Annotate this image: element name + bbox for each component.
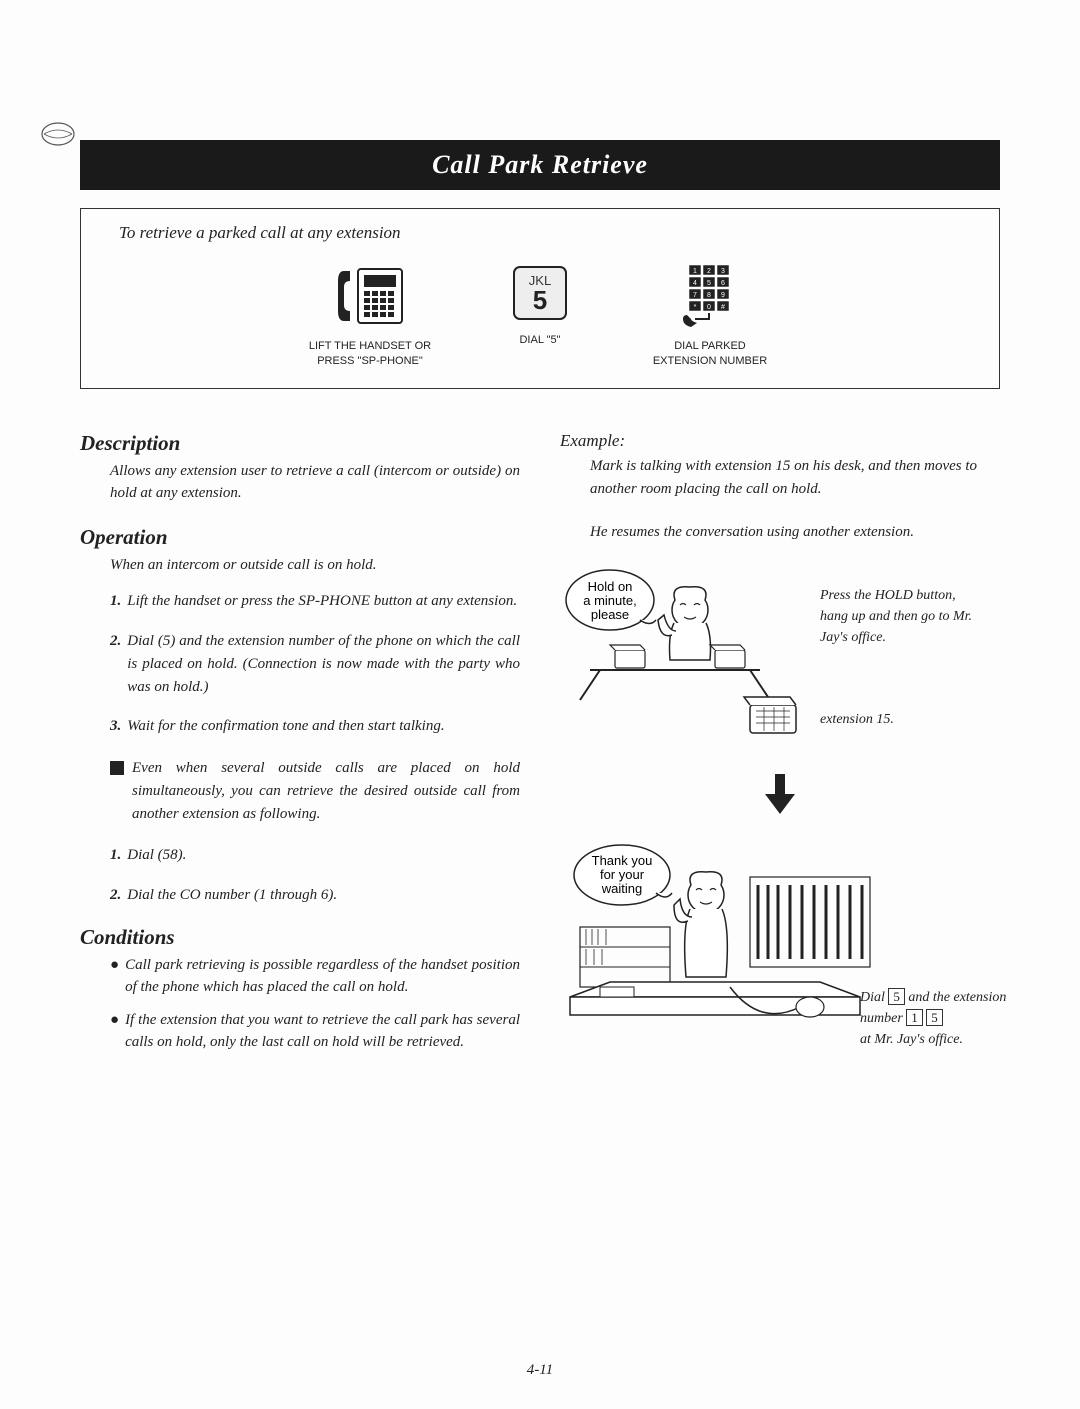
procedure-box: To retrieve a parked call at any extensi… [80,208,1000,389]
scene2-suffix: at Mr. Jay's office. [860,1032,963,1047]
svg-text:5: 5 [707,280,711,287]
operation-steps: 1. Lift the handset or press the SP-PHON… [110,590,520,738]
keycap-1: 1 [906,1009,923,1027]
operation-heading: Operation [80,525,520,550]
scene1-caption-1: Press the HOLD button, hang up and then … [820,585,980,648]
step-label-1: LIFT THE HANDSET OR PRESS "SP-PHONE" [305,339,435,370]
op-substep-1: 1. Dial (58). [110,844,520,867]
op-step-2: 2. Dial (5) and the extension number of … [110,630,520,700]
operation-note: Even when several outside calls are plac… [110,757,520,827]
example-body-1: Mark is talking with extension 15 on his… [590,455,1000,502]
svg-text:6: 6 [721,280,725,287]
op-step-num: 2. [110,884,121,907]
operation-substeps: 1. Dial (58). 2. Dial the CO number (1 t… [110,844,520,907]
scene2-prefix: Dial [860,990,888,1005]
scene1-speech-line1: Hold on [588,579,633,594]
dial-key-icon: JKL 5 [508,261,572,325]
scene1-speech-line3: please [591,607,629,622]
svg-text:2: 2 [707,268,711,275]
page-number: 4-11 [527,1362,553,1379]
bullet-icon: ● [110,1009,119,1054]
condition-item: ● If the extension that you want to retr… [110,1009,520,1054]
example-heading: Example: [560,431,1000,451]
op-substep-2: 2. Dial the CO number (1 through 6). [110,884,520,907]
svg-text:0: 0 [707,304,711,311]
step-dial-5: JKL 5 DIAL "5" [475,261,605,348]
operation-intro: When an intercom or outside call is on h… [110,554,520,577]
step-dial-ext: 1 2 3 4 5 6 7 8 9 * 0 # DIAL PARKED EXTENSION NU… [645,261,775,370]
op-step-1: 1. Lift the handset or press the SP-PHON… [110,590,520,613]
keypad-icon: 1 2 3 4 5 6 7 8 9 * 0 # [675,261,745,331]
svg-text:8: 8 [707,292,711,299]
condition-text: Call park retrieving is possible regardl… [125,954,520,999]
example-scene-2: Thank you for your waiting [560,837,1000,1052]
op-step-num: 3. [110,715,121,738]
conditions-heading: Conditions [80,925,520,950]
svg-text:*: * [694,304,697,311]
key-num: 5 [533,285,547,315]
note-icon [110,761,124,775]
page-title: Call Park Retrieve [432,150,648,179]
svg-text:3: 3 [721,268,725,275]
bullet-icon: ● [110,954,119,999]
op-step-text: Dial (58). [127,844,186,867]
procedure-steps-row: LIFT THE HANDSET OR PRESS "SP-PHONE" JKL… [99,261,981,370]
step-lift-handset: LIFT THE HANDSET OR PRESS "SP-PHONE" [305,261,435,370]
left-column: Description Allows any extension user to… [80,431,520,1064]
scene1-speech-line2: a minute, [583,593,636,608]
step-label-2: DIAL "5" [475,333,605,348]
op-step-text: Lift the handset or press the SP-PHONE b… [127,590,517,613]
op-step-text: Dial (5) and the extension number of the… [127,630,520,700]
arrow-down-icon [560,774,1000,819]
op-step-3: 3. Wait for the confirmation tone and th… [110,715,520,738]
description-body: Allows any extension user to retrieve a … [110,460,520,505]
phone-icon [330,261,410,331]
example-scene-1: Hold on a minute, please [560,565,1000,760]
example-body-2: He resumes the conversation using anothe… [590,521,1000,544]
description-heading: Description [80,431,520,456]
svg-text:for your: for your [600,867,645,882]
scene2-caption: Dial 5 and the extension number 1 5 at M… [860,987,1010,1050]
keycap-5b: 5 [926,1009,943,1027]
svg-text:7: 7 [693,292,697,299]
keycap-5: 5 [888,988,905,1006]
svg-text:9: 9 [721,292,725,299]
op-step-text: Wait for the confirmation tone and then … [127,715,444,738]
svg-text:4: 4 [693,280,697,287]
right-column: Example: Mark is talking with extension … [560,431,1000,1064]
op-step-num: 2. [110,630,121,700]
op-step-text: Dial the CO number (1 through 6). [127,884,337,907]
step-label-3: DIAL PARKED EXTENSION NUMBER [645,339,775,370]
svg-text:1: 1 [693,268,697,275]
op-step-num: 1. [110,590,121,613]
svg-text:waiting: waiting [601,881,642,896]
op-step-num: 1. [110,844,121,867]
svg-text:Thank you: Thank you [592,853,653,868]
condition-item: ● Call park retrieving is possible regar… [110,954,520,999]
procedure-title: To retrieve a parked call at any extensi… [119,223,981,243]
scene1-caption-2: extension 15. [820,709,980,730]
svg-text:#: # [721,304,725,311]
page-title-banner: Call Park Retrieve [80,140,1000,190]
note-text: Even when several outside calls are plac… [132,757,520,827]
condition-text: If the extension that you want to retrie… [125,1009,520,1054]
corner-decoration [40,120,76,153]
main-columns: Description Allows any extension user to… [80,431,1000,1064]
